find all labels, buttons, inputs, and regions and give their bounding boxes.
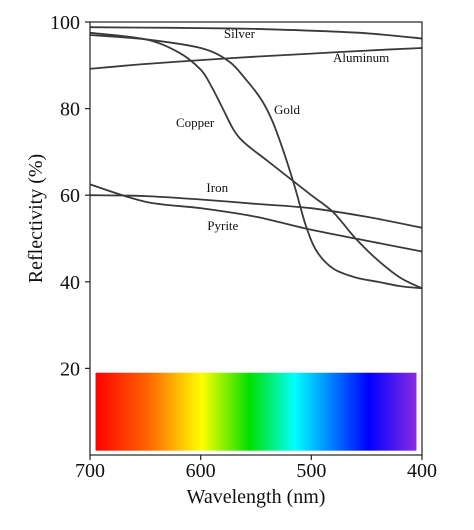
y-tick-label: 80 [60,99,80,121]
series-label-gold: Gold [274,102,301,117]
y-tick-label: 40 [60,272,80,294]
y-tick-label: 60 [60,185,80,207]
x-tick-label: 700 [75,460,105,482]
y-tick-label: 100 [50,12,80,34]
series-label-copper: Copper [176,115,215,130]
series-line-gold [89,34,423,290]
y-tick-label: 20 [60,358,80,380]
x-tick-label: 500 [296,460,326,482]
y-axis-title: Reflectivity (%) [25,154,47,283]
series-label-silver: Silver [224,26,256,41]
x-axis-title: Wavelength (nm) [187,486,326,508]
series-label-aluminum: Aluminum [333,50,389,65]
series-label-pyrite: Pyrite [207,218,238,233]
series-label-iron: Iron [206,180,228,195]
x-tick-label: 400 [407,460,437,482]
series-line-pyrite [89,183,423,253]
series-line-silver [89,26,423,40]
visible-spectrum-band [95,372,417,451]
series-line-copper [89,31,423,290]
plot-frame [89,21,423,456]
series-line-iron [89,194,423,229]
x-tick-label: 600 [186,460,216,482]
series-line-aluminum [89,47,423,70]
